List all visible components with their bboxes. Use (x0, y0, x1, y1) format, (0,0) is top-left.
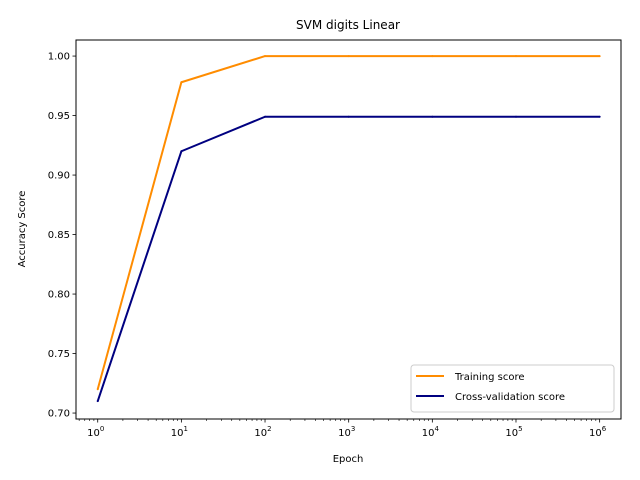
x-tick-label-base: 10 (254, 428, 267, 439)
x-tick-label: 106 (589, 425, 607, 439)
data-point (431, 55, 434, 58)
data-point (96, 400, 99, 403)
x-tick-label-base: 10 (338, 428, 351, 439)
data-point (180, 81, 183, 84)
x-tick-label-base: 10 (422, 428, 435, 439)
x-tick-label-exponent: 6 (602, 425, 607, 433)
x-tick-label-base: 10 (171, 428, 184, 439)
y-tick-label: 0.80 (48, 290, 70, 301)
x-tick-label: 103 (338, 425, 355, 439)
legend-label: Cross-validation score (455, 392, 565, 403)
x-tick-label-exponent: 4 (434, 425, 439, 433)
x-tick-label: 100 (87, 425, 104, 439)
data-point (96, 388, 99, 391)
x-tick-label: 104 (422, 425, 440, 439)
data-point (598, 55, 601, 58)
legend-box (410, 364, 615, 413)
x-tick-label: 102 (254, 425, 271, 439)
x-axis-label: Epoch (333, 454, 364, 465)
chart-title: SVM digits Linear (296, 18, 400, 32)
data-point (347, 115, 350, 118)
y-axis-label: Accuracy Score (17, 191, 28, 268)
data-point (180, 150, 183, 153)
data-point (264, 55, 267, 58)
y-tick-label: 0.90 (48, 171, 70, 182)
x-tick-label: 101 (171, 425, 188, 439)
legend-label: Training score (454, 372, 525, 383)
data-point (514, 115, 517, 118)
legend: Training score Cross-validation score (410, 364, 615, 413)
data-point (598, 115, 601, 118)
data-point (347, 55, 350, 58)
data-point (264, 115, 267, 118)
y-axis: 0.70 0.75 0.80 0.85 0.90 0.95 1.00 (48, 52, 76, 420)
x-tick-label-base: 10 (87, 428, 100, 439)
x-tick-label-base: 10 (505, 428, 518, 439)
x-tick-label-exponent: 2 (267, 425, 271, 433)
x-tick-label-base: 10 (589, 428, 602, 439)
x-tick-label-exponent: 5 (518, 425, 522, 433)
x-tick-label-exponent: 1 (184, 425, 188, 433)
data-point (514, 55, 517, 58)
y-tick-label: 0.75 (48, 349, 70, 360)
y-tick-label: 1.00 (48, 52, 70, 63)
x-tick-label-exponent: 3 (351, 425, 355, 433)
x-tick-label: 105 (505, 425, 522, 439)
y-tick-label: 0.70 (48, 409, 70, 420)
data-point (431, 115, 434, 118)
y-tick-label: 0.85 (48, 230, 70, 241)
series-layer (96, 55, 601, 403)
x-tick-label-exponent: 0 (100, 425, 104, 433)
y-tick-label: 0.95 (48, 111, 70, 122)
x-axis: 100 101 102 103 104 105 106 (78, 419, 607, 439)
